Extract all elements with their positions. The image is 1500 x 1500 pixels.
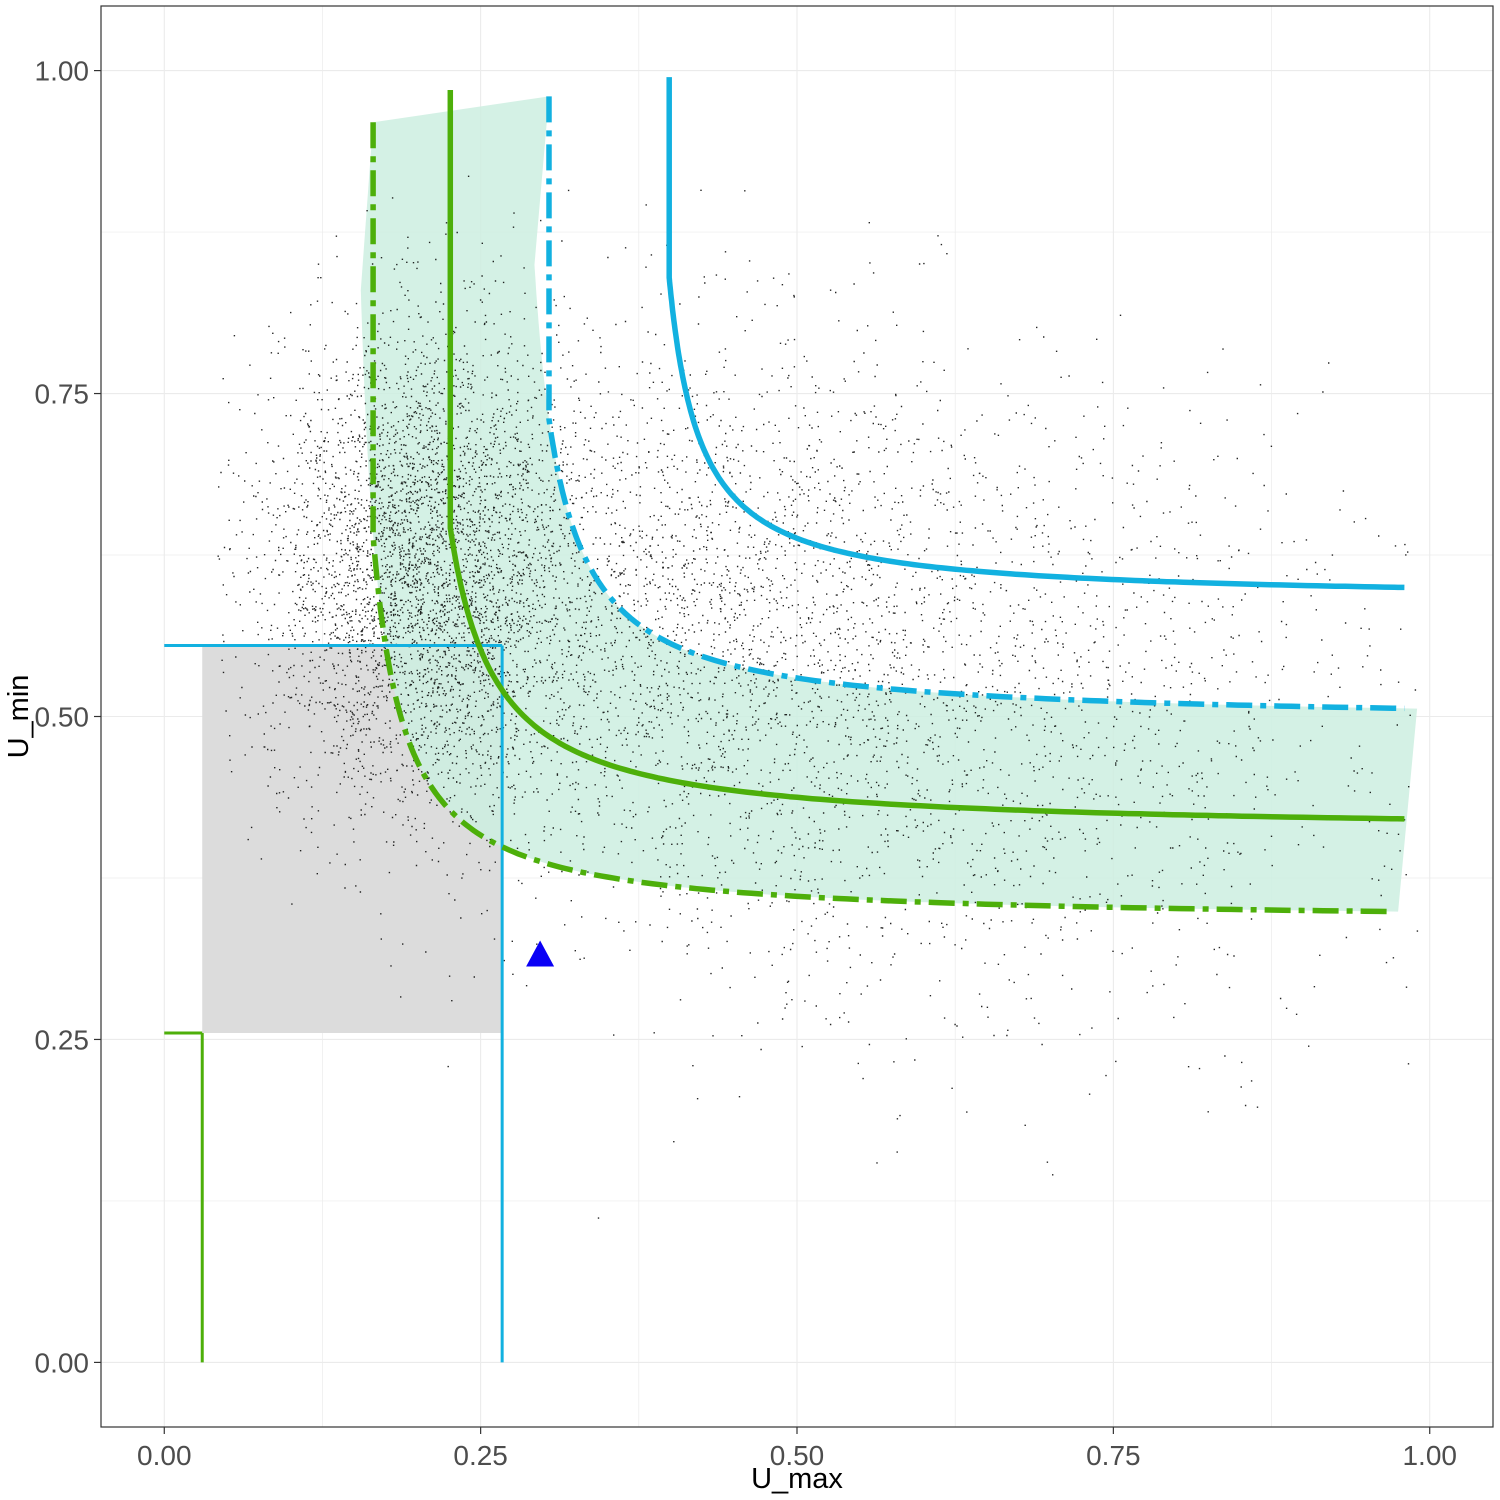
y-axis-ticks: 0.00 0.25 0.50 0.75 1.00 xyxy=(35,56,101,1378)
y-axis-title: U_min xyxy=(3,675,35,759)
curve-green-solid xyxy=(447,90,1405,822)
y-tick-label: 1.00 xyxy=(35,56,90,87)
x-tick-label: 0.25 xyxy=(453,1440,508,1471)
x-axis-ticks: 0.00 0.25 0.50 0.75 1.00 xyxy=(137,1427,1457,1471)
curve-blue-dashed xyxy=(546,96,1405,712)
x-tick-label: 0.00 xyxy=(137,1440,192,1471)
confidence-band-layer xyxy=(360,96,1418,912)
y-tick-label: 0.75 xyxy=(35,379,90,410)
curve-lines-layer xyxy=(164,77,1405,1363)
confidence-band xyxy=(360,96,1418,912)
y-tick-label: 0.25 xyxy=(35,1024,90,1055)
x-tick-label: 0.75 xyxy=(1086,1440,1141,1471)
y-tick-label: 0.50 xyxy=(35,702,90,733)
marker-layer xyxy=(526,940,555,967)
triangle-marker xyxy=(526,940,555,967)
x-tick-label: 0.50 xyxy=(770,1440,825,1471)
x-tick-label: 1.00 xyxy=(1402,1440,1457,1471)
y-tick-label: 0.00 xyxy=(35,1347,90,1378)
curve-blue-solid xyxy=(666,77,1405,591)
x-axis-title: U_max xyxy=(751,1463,843,1495)
